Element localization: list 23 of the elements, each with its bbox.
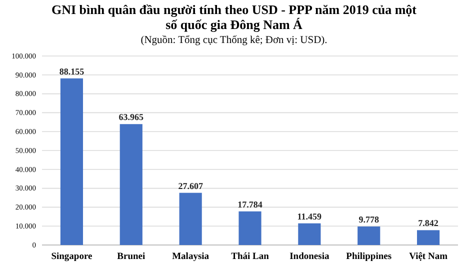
data-label: 11.459 [297,211,322,222]
x-tick-label: Singapore [51,252,92,262]
x-tick-label: Philippines [346,252,392,262]
bar [238,211,262,245]
bar [179,192,202,245]
data-label: 63.965 [118,112,144,122]
data-label: 7.842 [418,218,439,228]
data-label: 27.607 [178,180,204,191]
x-tick-label: Brunei [117,252,146,262]
data-label: 9.778 [358,214,380,225]
data-label: 17.784 [238,199,263,210]
x-tick-label: Indonesia [290,252,330,262]
bar [358,226,380,245]
x-tick-label: Malaysia [172,252,210,262]
bar [416,230,440,245]
bar [298,223,321,245]
x-tick-label: Thái Lan [231,252,270,262]
bar [60,78,84,245]
x-tick-label: Việt Nam [409,252,448,262]
bar [120,124,142,245]
chart-title: GNI bình quân đầu người tính theo USD - PPP năm 2019 của một số quốc gia Đông Nam Á [52,2,418,32]
data-label: 88.155 [59,66,85,76]
chart-subtitle: (Nguồn: Tổng cục Thống kê; Đơn vị: USD). [140,35,328,46]
